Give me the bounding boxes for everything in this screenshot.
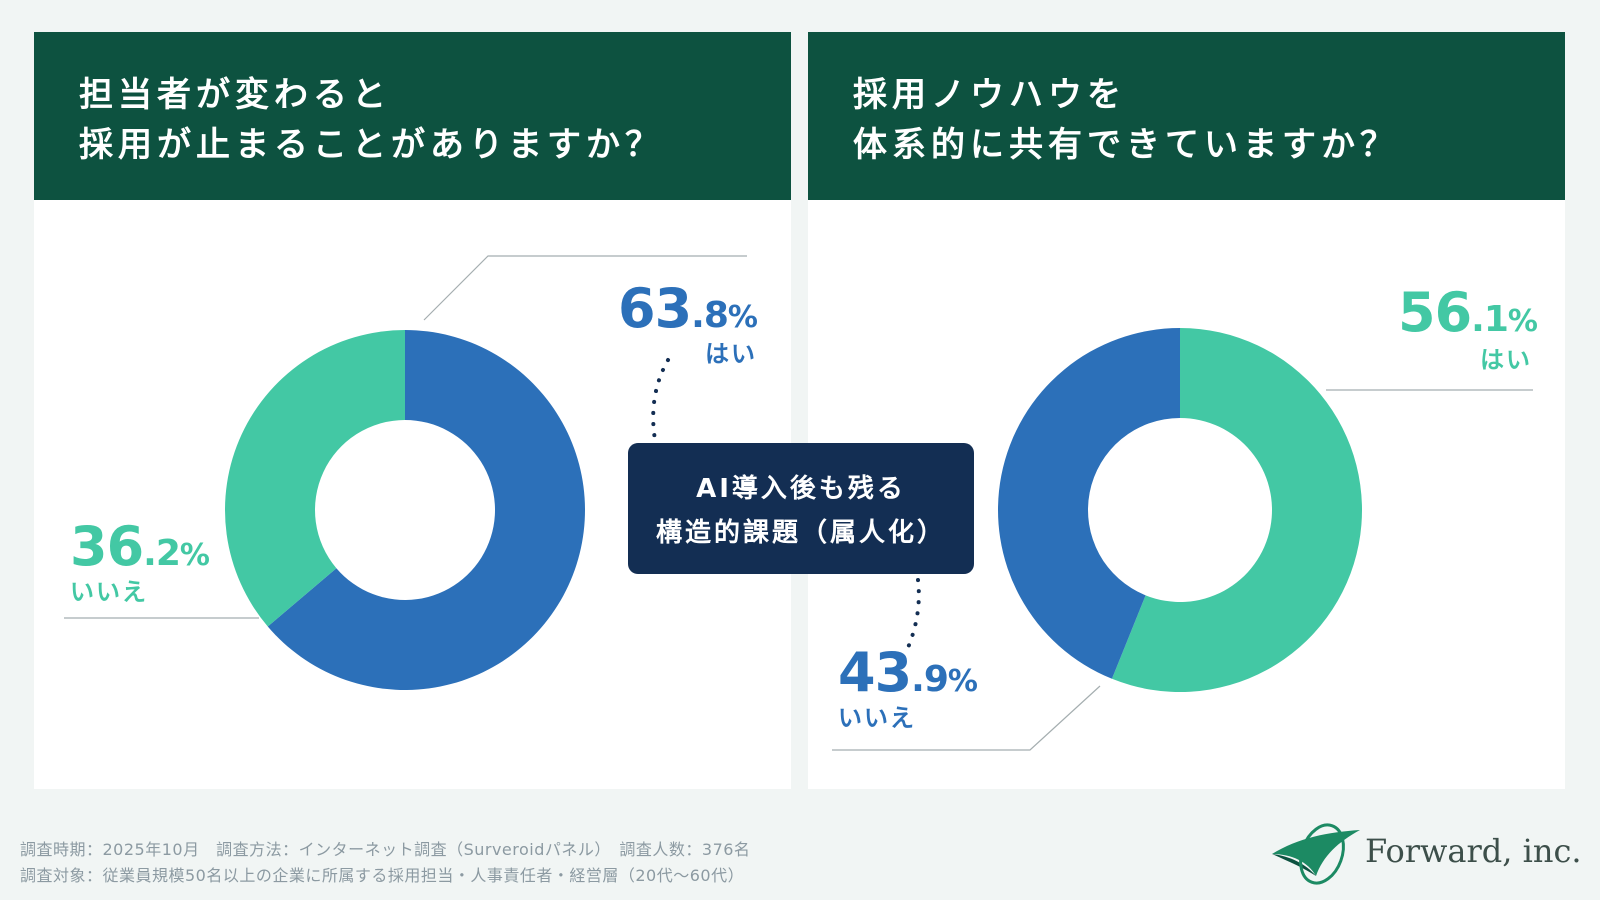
company-logo-text: Forward, inc. <box>1365 832 1582 870</box>
donut-slice-no <box>997 328 1180 679</box>
survey-target-line: 調査対象：従業員規模50名以上の企業に所属する採用担当・人事責任者・経営層（20… <box>20 866 745 885</box>
data-label-no-value: 43.9% <box>838 641 978 704</box>
chart-title-right: 採用ノウハウを 体系的に共有できていますか？ <box>808 32 1565 200</box>
chart-title-line: 体系的に共有できていますか？ <box>853 125 1399 165</box>
chart-title-line: 採用ノウハウを <box>853 75 1126 115</box>
dotted-connector-top <box>651 358 670 442</box>
donut-slice-no <box>225 330 405 627</box>
donut-chart-right <box>832 328 1533 751</box>
donut-slice-yes <box>1111 328 1362 692</box>
survey-info-line: 調査時期：2025年10月 調査方法：インターネット調査（Surveroidパネ… <box>20 840 751 859</box>
chart-panel-right: 採用ノウハウを 体系的に共有できていますか？ 56.1% はい 43.9% いい… <box>808 32 1565 789</box>
data-label-no-value: 36.2% <box>70 515 210 578</box>
data-label-yes-text: はい <box>705 340 757 368</box>
chart-title-line: 採用が止まることがありますか？ <box>79 125 664 165</box>
donut-slice-yes <box>267 330 585 690</box>
forward-leaf-logo-icon <box>1272 823 1360 885</box>
donut-chart-left <box>64 255 747 690</box>
dotted-connector-bottom <box>905 578 921 652</box>
data-label-yes-value: 63.8% <box>618 277 758 340</box>
callout-line: 構造的課題（属人化） <box>655 518 946 548</box>
data-label-yes-text: はい <box>1480 346 1532 374</box>
chart-title-line: 担当者が変わると <box>79 75 391 115</box>
chart-title-left: 担当者が変わると 採用が止まることがありますか？ <box>34 32 791 200</box>
callout-line: AI導入後も残る <box>696 474 906 504</box>
data-label-yes-value: 56.1% <box>1398 281 1538 344</box>
callout-box: AI導入後も残る 構造的課題（属人化） <box>628 443 974 574</box>
leader-line-no <box>832 685 1101 751</box>
chart-panel-left: 担当者が変わると 採用が止まることがありますか？ 63.8% はい 36.2% … <box>34 32 791 789</box>
leader-line-yes <box>423 255 747 321</box>
data-label-no-text: いいえ <box>838 704 916 732</box>
data-label-no-text: いいえ <box>70 578 148 606</box>
